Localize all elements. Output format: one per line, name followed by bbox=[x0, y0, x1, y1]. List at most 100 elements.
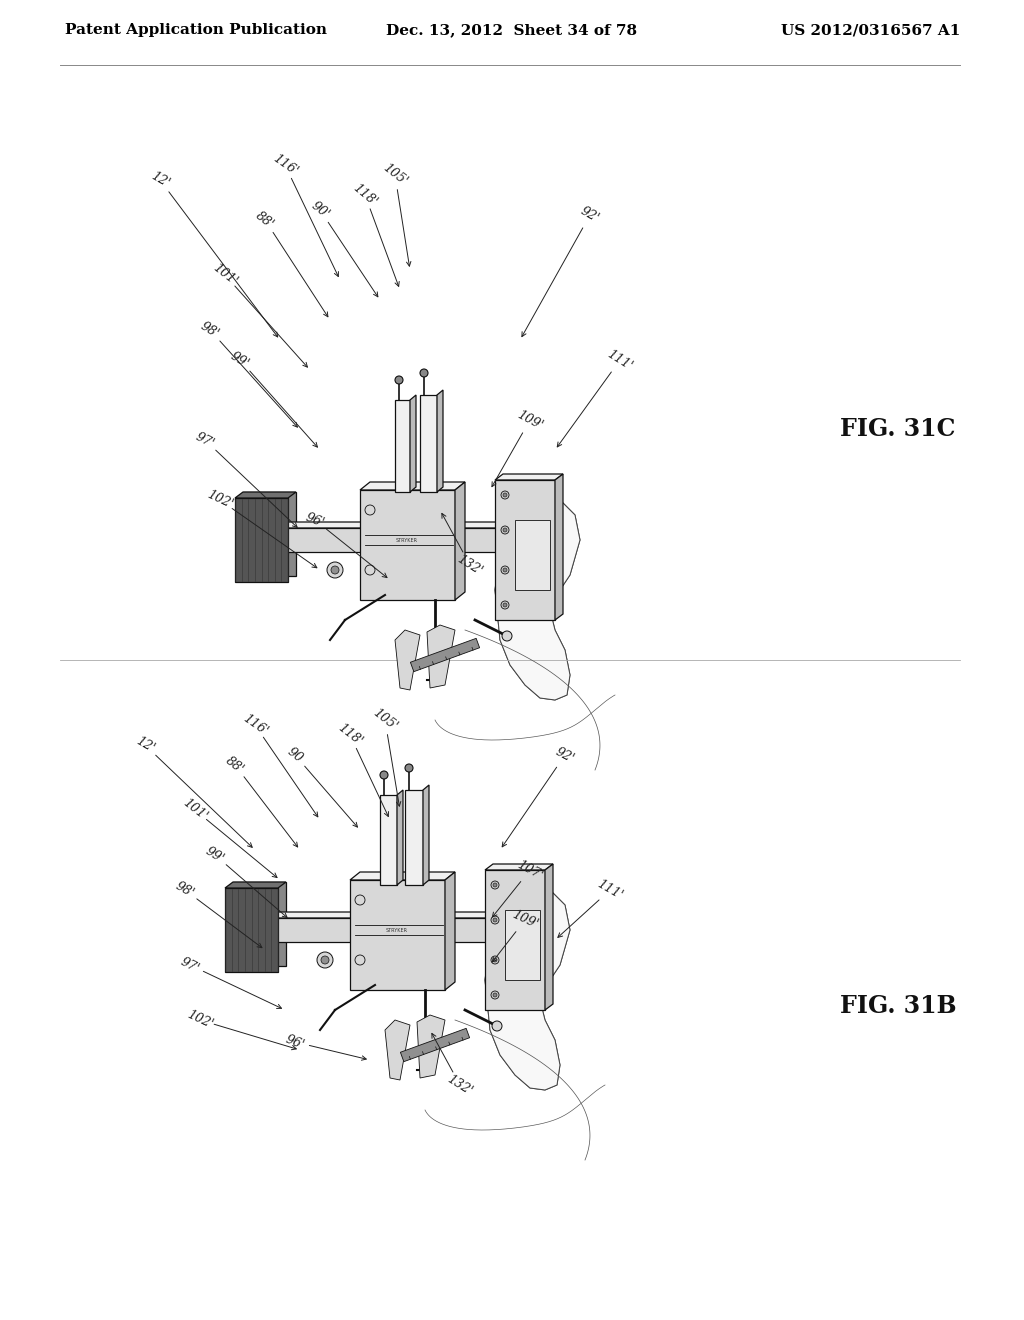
Polygon shape bbox=[505, 909, 540, 979]
Polygon shape bbox=[225, 882, 286, 888]
Text: 96': 96' bbox=[303, 511, 327, 529]
Text: STRYKER: STRYKER bbox=[386, 928, 408, 932]
Polygon shape bbox=[515, 520, 550, 590]
Circle shape bbox=[503, 568, 507, 572]
Text: 105': 105' bbox=[380, 161, 410, 189]
Circle shape bbox=[355, 895, 365, 906]
Text: 12': 12' bbox=[133, 734, 157, 755]
Polygon shape bbox=[385, 1020, 410, 1080]
Text: 116': 116' bbox=[240, 711, 270, 738]
Polygon shape bbox=[230, 912, 508, 917]
Polygon shape bbox=[510, 521, 518, 552]
Polygon shape bbox=[243, 492, 296, 576]
Circle shape bbox=[493, 883, 497, 887]
Circle shape bbox=[331, 566, 339, 574]
Polygon shape bbox=[427, 624, 455, 688]
Polygon shape bbox=[350, 873, 455, 880]
Circle shape bbox=[365, 565, 375, 576]
Circle shape bbox=[420, 370, 428, 378]
Circle shape bbox=[503, 528, 507, 532]
Circle shape bbox=[321, 956, 329, 964]
Polygon shape bbox=[411, 639, 479, 672]
Circle shape bbox=[365, 506, 375, 515]
Circle shape bbox=[501, 525, 509, 535]
Text: 99': 99' bbox=[204, 845, 226, 866]
Polygon shape bbox=[234, 498, 288, 582]
Text: STRYKER: STRYKER bbox=[396, 537, 418, 543]
Text: US 2012/0316567 A1: US 2012/0316567 A1 bbox=[780, 22, 961, 37]
Text: 90': 90' bbox=[308, 199, 332, 220]
Text: 101': 101' bbox=[210, 261, 240, 289]
Text: Patent Application Publication: Patent Application Publication bbox=[65, 22, 327, 37]
Text: 107': 107' bbox=[515, 858, 545, 882]
Text: 98': 98' bbox=[173, 879, 197, 900]
Circle shape bbox=[501, 491, 509, 499]
Circle shape bbox=[493, 917, 497, 921]
Polygon shape bbox=[485, 870, 545, 1010]
Text: 132': 132' bbox=[455, 552, 485, 578]
Circle shape bbox=[501, 601, 509, 609]
Circle shape bbox=[406, 764, 413, 772]
Circle shape bbox=[395, 376, 403, 384]
Polygon shape bbox=[420, 395, 437, 492]
Polygon shape bbox=[410, 395, 416, 492]
Circle shape bbox=[493, 993, 497, 997]
Polygon shape bbox=[437, 389, 443, 492]
Polygon shape bbox=[400, 1028, 470, 1061]
Circle shape bbox=[490, 991, 499, 999]
Text: 92': 92' bbox=[579, 205, 602, 226]
Circle shape bbox=[503, 492, 507, 498]
Text: 90: 90 bbox=[285, 744, 305, 766]
Polygon shape bbox=[485, 865, 553, 870]
Polygon shape bbox=[395, 630, 420, 690]
Polygon shape bbox=[455, 482, 465, 601]
Polygon shape bbox=[240, 528, 510, 552]
Polygon shape bbox=[406, 789, 423, 884]
Text: 109': 109' bbox=[510, 908, 540, 932]
Text: 109': 109' bbox=[515, 408, 545, 432]
Polygon shape bbox=[360, 482, 465, 490]
Polygon shape bbox=[485, 884, 570, 1090]
Text: 118': 118' bbox=[350, 181, 380, 209]
Text: 111': 111' bbox=[605, 347, 635, 372]
Polygon shape bbox=[230, 917, 500, 942]
Polygon shape bbox=[233, 882, 286, 966]
Text: 101': 101' bbox=[180, 796, 210, 824]
Text: FIG. 31C: FIG. 31C bbox=[840, 417, 955, 441]
Text: 97': 97' bbox=[194, 430, 217, 450]
Text: 102': 102' bbox=[205, 488, 236, 512]
Circle shape bbox=[327, 562, 343, 578]
Text: 88': 88' bbox=[253, 209, 276, 231]
Polygon shape bbox=[395, 400, 410, 492]
Text: FIG. 31B: FIG. 31B bbox=[840, 994, 956, 1018]
Text: 96': 96' bbox=[284, 1032, 306, 1052]
Polygon shape bbox=[495, 495, 580, 700]
Polygon shape bbox=[380, 795, 397, 884]
Polygon shape bbox=[500, 912, 508, 942]
Circle shape bbox=[502, 631, 512, 642]
Text: 132': 132' bbox=[445, 1072, 475, 1098]
Text: 118': 118' bbox=[335, 722, 365, 748]
Text: 97': 97' bbox=[178, 954, 202, 975]
Circle shape bbox=[503, 603, 507, 607]
Circle shape bbox=[355, 954, 365, 965]
Text: 92': 92' bbox=[553, 744, 577, 766]
Circle shape bbox=[317, 952, 333, 968]
Circle shape bbox=[490, 956, 499, 964]
Polygon shape bbox=[555, 474, 563, 620]
Polygon shape bbox=[445, 873, 455, 990]
Polygon shape bbox=[397, 789, 403, 884]
Text: Dec. 13, 2012  Sheet 34 of 78: Dec. 13, 2012 Sheet 34 of 78 bbox=[386, 22, 638, 37]
Polygon shape bbox=[423, 785, 429, 884]
Polygon shape bbox=[417, 1015, 445, 1078]
Circle shape bbox=[493, 958, 497, 962]
Text: 111': 111' bbox=[595, 878, 625, 903]
Polygon shape bbox=[495, 474, 563, 480]
Circle shape bbox=[501, 566, 509, 574]
Polygon shape bbox=[545, 865, 553, 1010]
Text: 12': 12' bbox=[148, 169, 172, 190]
Polygon shape bbox=[495, 480, 555, 620]
Circle shape bbox=[490, 916, 499, 924]
Text: 116': 116' bbox=[270, 152, 300, 178]
Circle shape bbox=[380, 771, 388, 779]
